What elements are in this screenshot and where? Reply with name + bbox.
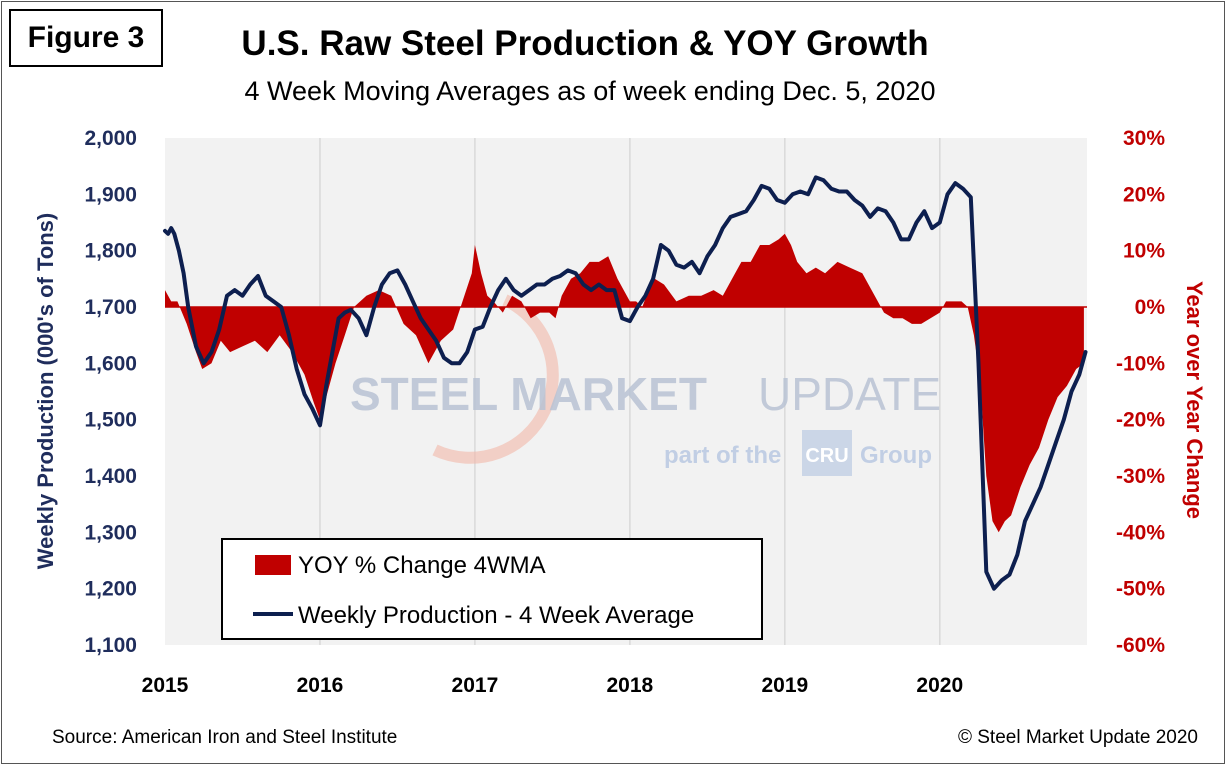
y-right-tick-label: -50% — [1116, 578, 1165, 601]
legend-swatch-yoy — [255, 555, 291, 575]
legend: YOY % Change 4WMA Weekly Production - 4 … — [221, 538, 763, 640]
y-right-tick-label: -40% — [1116, 521, 1165, 544]
source-note: Source: American Iron and Steel Institut… — [52, 727, 398, 748]
y-left-tick-label: 1,900 — [84, 183, 137, 206]
legend-label-production: Weekly Production - 4 Week Average — [298, 602, 694, 629]
watermark-cru-box — [802, 430, 852, 476]
y-left-tick-label: 2,000 — [84, 127, 137, 150]
x-tick-label: 2020 — [916, 674, 963, 697]
watermark-sub-c: Group — [860, 442, 932, 469]
yoy-area — [165, 233, 1084, 533]
watermark-main-a: STEEL MARKET — [350, 368, 707, 420]
watermark-main-b: UPDATE — [758, 368, 941, 420]
x-tick-label: 2016 — [297, 674, 344, 697]
x-tick-label: 2015 — [142, 674, 189, 697]
y-left-tick-label: 1,800 — [84, 240, 137, 263]
watermark: STEEL MARKET UPDATE part of the CRU Grou… — [350, 294, 941, 476]
watermark-sub-a: part of the — [664, 442, 781, 469]
y-right-tick-label: -20% — [1116, 409, 1165, 432]
y-right-tick-label: 30% — [1123, 127, 1165, 150]
watermark-sub-b: CRU — [805, 445, 848, 467]
y-right-tick-label: 0% — [1135, 296, 1166, 319]
right-axis: -60% -50% -40% -30% -20% -10% 0% 10% 20% 30% — [1116, 127, 1165, 657]
legend-box — [221, 538, 763, 640]
y-right-tick-label: 10% — [1123, 240, 1165, 263]
production-line — [163, 175, 1088, 591]
x-tick-label: 2018 — [607, 674, 654, 697]
y-right-tick-label: -60% — [1116, 634, 1165, 657]
figure-label: Figure 3 — [9, 9, 163, 67]
y-left-tick-label: 1,600 — [84, 352, 137, 375]
chart-title: U.S. Raw Steel Production & YOY Growth — [241, 24, 929, 63]
y-left-tick-label: 1,300 — [84, 521, 137, 544]
y-right-tick-label: 20% — [1123, 183, 1165, 206]
y-right-tick-label: -10% — [1116, 352, 1165, 375]
legend-label-yoy: YOY % Change 4WMA — [298, 552, 546, 579]
y-left-tick-label: 1,700 — [84, 296, 137, 319]
y-left-tick-label: 1,500 — [84, 409, 137, 432]
copyright-note: © Steel Market Update 2020 — [957, 727, 1198, 748]
y-left-tick-label: 1,200 — [84, 578, 137, 601]
x-axis: 2015 2016 2017 2018 2019 2020 — [142, 674, 964, 697]
x-tick-label: 2019 — [761, 674, 808, 697]
y-axis-right-label: Year over Year Change — [1182, 281, 1207, 519]
left-axis: 1,100 1,200 1,300 1,400 1,500 1,600 1,700 1,800… — [84, 127, 137, 657]
chart-subtitle: 4 Week Moving Averages as of week ending… — [244, 76, 936, 106]
watermark-swoosh — [432, 294, 559, 464]
y-right-tick-label: -30% — [1116, 465, 1165, 488]
x-tick-label: 2017 — [452, 674, 499, 697]
y-left-tick-label: 1,400 — [84, 465, 137, 488]
y-left-tick-label: 1,100 — [84, 634, 137, 657]
y-axis-left-label: Weekly Production (000's of Tons) — [33, 213, 58, 569]
